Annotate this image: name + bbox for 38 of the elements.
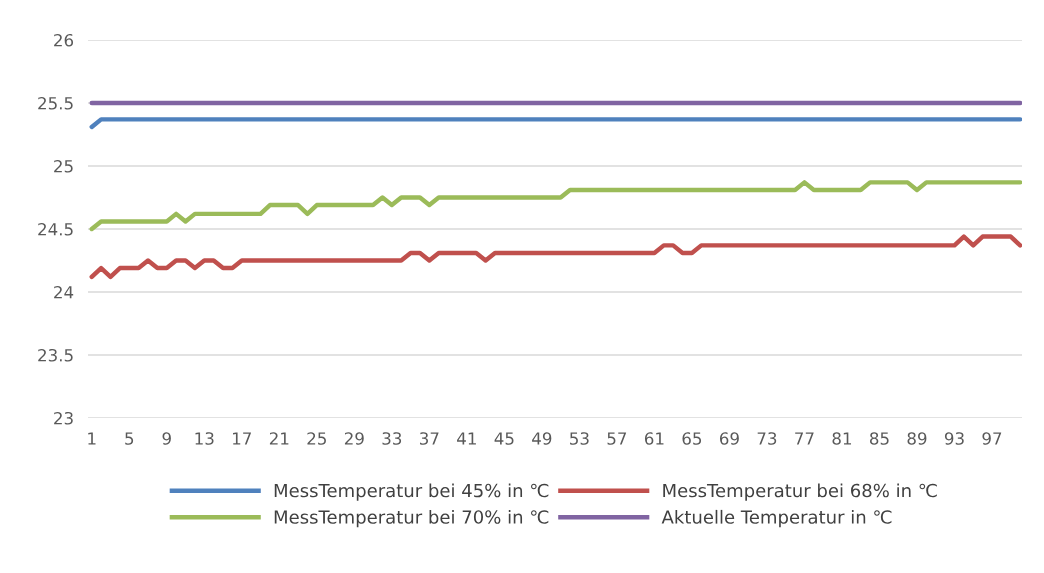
x-tick-label: 29 xyxy=(344,432,364,445)
line-series xyxy=(89,234,1022,280)
x-tick-label: 73 xyxy=(757,432,777,445)
x-tick-label: 77 xyxy=(795,432,814,445)
x-tick-label: 93 xyxy=(944,432,964,445)
y-tick-label: 26 xyxy=(54,33,74,47)
y-tick-label: 23 xyxy=(54,411,73,425)
x-tick-label: 57 xyxy=(607,432,627,445)
legend-label: MessTemperatur bei 68% in ℃ xyxy=(663,483,937,501)
x-tick-label: 37 xyxy=(420,432,439,445)
x-tick-label: 9 xyxy=(162,432,171,445)
legend-label: MessTemperatur bei 45% in ℃ xyxy=(274,483,549,501)
y-tick-label: 25.5 xyxy=(38,96,73,110)
y-tick-label: 23.5 xyxy=(38,348,73,362)
x-tick-label: 85 xyxy=(869,432,889,445)
x-tick-label: 45 xyxy=(494,432,514,445)
x-tick-label: 89 xyxy=(907,432,927,445)
x-tick-label: 61 xyxy=(644,432,664,445)
x-tick-label: 25 xyxy=(307,432,326,445)
line-series xyxy=(89,180,1022,232)
legend-label: MessTemperatur bei 70% in ℃ xyxy=(274,509,549,528)
x-tick-label: 49 xyxy=(532,432,552,445)
x-tick-label: 33 xyxy=(382,432,402,445)
x-tick-label: 5 xyxy=(125,432,134,445)
x-tick-label: 1 xyxy=(88,432,96,445)
y-tick-label: 24 xyxy=(54,285,74,299)
x-tick-label: 69 xyxy=(719,432,739,445)
x-tick-label: 53 xyxy=(570,432,589,445)
x-tick-label: 81 xyxy=(832,432,852,445)
y-tick-label: 24.5 xyxy=(38,222,73,236)
x-tick-label: 97 xyxy=(982,432,1002,445)
x-tick-label: 17 xyxy=(233,432,251,445)
x-tick-label: 65 xyxy=(682,432,702,445)
x-tick-label: 13 xyxy=(195,432,214,445)
legend-label: Aktuelle Temperatur in ℃ xyxy=(661,509,892,528)
x-tick-label: 41 xyxy=(457,432,476,445)
y-tick-label: 25 xyxy=(54,159,73,173)
x-tick-label: 21 xyxy=(269,432,289,445)
